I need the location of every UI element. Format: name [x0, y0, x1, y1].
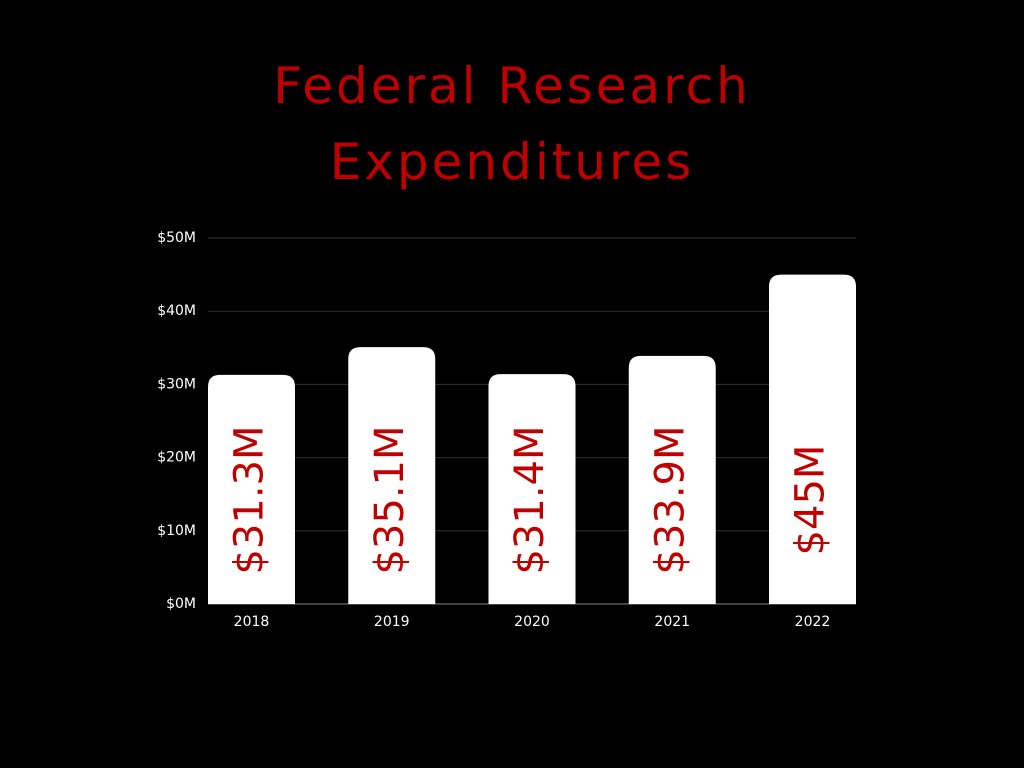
x-tick-label: 2020	[514, 614, 550, 630]
y-tick-label: $10M	[157, 523, 196, 539]
y-tick-label: $20M	[157, 450, 196, 466]
data-label: $31.3M	[227, 425, 273, 574]
x-tick-label: 2018	[234, 614, 270, 630]
x-tick-label: 2021	[654, 614, 690, 630]
bar	[628, 355, 716, 604]
bar	[348, 347, 436, 604]
bar	[488, 374, 576, 604]
x-tick-label: 2019	[374, 614, 410, 630]
data-label: $31.4M	[507, 425, 553, 574]
y-tick-label: $0M	[166, 596, 196, 612]
bar	[769, 274, 856, 604]
y-tick-label: $30M	[157, 376, 196, 392]
data-label: $33.9M	[647, 425, 693, 574]
bar	[208, 374, 295, 604]
y-tick-label: $40M	[157, 303, 196, 319]
x-tick-label: 2022	[795, 614, 831, 630]
data-label: $45M	[788, 445, 834, 556]
chart-title: Federal Research Expenditures	[273, 57, 751, 191]
data-label: $35.1M	[367, 425, 413, 574]
y-tick-label: $50M	[157, 230, 196, 246]
